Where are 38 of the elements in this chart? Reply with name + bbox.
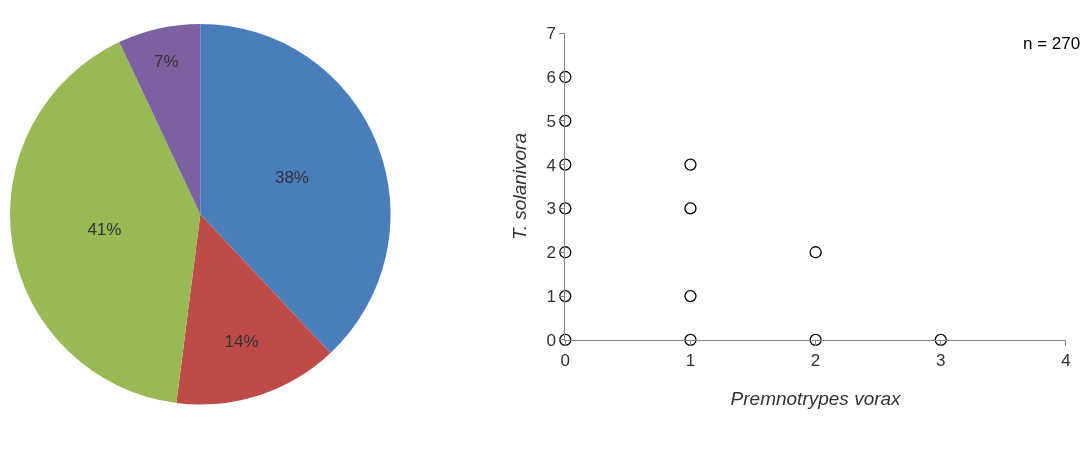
y-tick-label: 2 xyxy=(546,243,556,263)
data-label: 38% xyxy=(274,168,309,188)
pie-slice xyxy=(119,23,201,215)
point xyxy=(684,158,697,171)
point xyxy=(684,289,697,303)
pie-slice xyxy=(10,42,201,403)
annotation: n = 270 xyxy=(1023,34,1081,53)
y-tick-label: 6 xyxy=(546,67,556,87)
x-tick-label: 0 xyxy=(560,351,571,371)
x-tick-label: 4 xyxy=(1061,351,1071,371)
data-label: 14% xyxy=(224,331,259,351)
y-axis-title: T. solanivora xyxy=(509,133,531,241)
y-tick-label: 1 xyxy=(546,287,556,307)
point xyxy=(934,333,947,347)
point xyxy=(809,333,822,347)
y-tick-label: 3 xyxy=(546,199,556,219)
x-tick-label: 3 xyxy=(936,351,946,371)
point xyxy=(684,333,697,347)
x-tick-label: 1 xyxy=(685,351,696,371)
data-label: 7% xyxy=(153,52,179,72)
y-tick-label: 5 xyxy=(546,111,556,131)
point xyxy=(559,70,572,84)
point xyxy=(559,114,572,127)
y-tick-label: 4 xyxy=(546,155,556,175)
point xyxy=(559,158,572,171)
y-tick-label: 7 xyxy=(546,24,556,44)
point xyxy=(559,246,572,259)
y-tick-label: 0 xyxy=(546,330,556,350)
point xyxy=(559,333,572,347)
point xyxy=(809,246,822,259)
data-label: 41% xyxy=(87,219,122,239)
x-axis-title: Premnotrypes vorax xyxy=(730,388,903,410)
pie-slice xyxy=(176,214,331,405)
point xyxy=(559,289,572,303)
pie-slice xyxy=(200,23,391,353)
point xyxy=(559,202,572,215)
point xyxy=(684,202,697,215)
x-tick-label: 2 xyxy=(810,351,821,371)
